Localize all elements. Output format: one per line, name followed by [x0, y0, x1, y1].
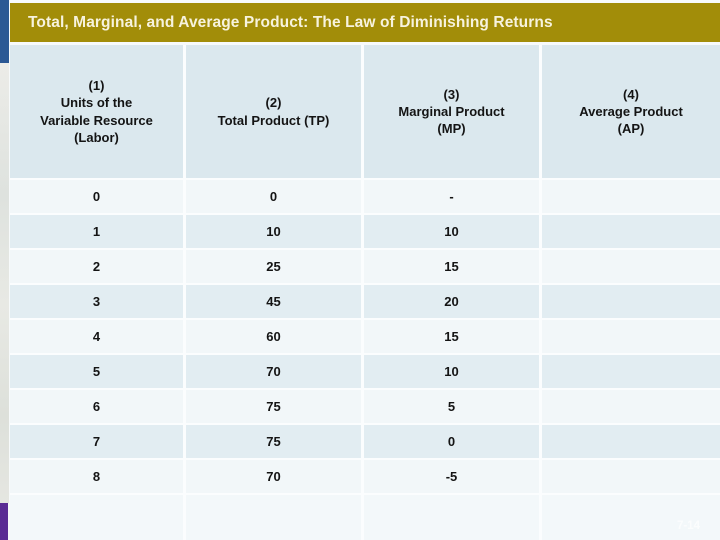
- cell-total-product: 0: [186, 180, 361, 213]
- cell-units: 6: [10, 390, 183, 423]
- cell-marginal-product: -: [364, 180, 539, 213]
- product-table: (1) Units of the Variable Resource (Labo…: [10, 45, 720, 540]
- left-margin-texture: [0, 63, 9, 503]
- cell-average-product: [542, 180, 720, 213]
- title-bar: Total, Marginal, and Average Product: Th…: [10, 3, 720, 42]
- column-header-marginal-product: (3) Marginal Product (MP): [364, 45, 539, 178]
- cell-marginal-product: 20: [364, 285, 539, 318]
- cell-units: 4: [10, 320, 183, 353]
- cell-marginal-product: 0: [364, 425, 539, 458]
- cell-units: 0: [10, 180, 183, 213]
- cell-total-product: 70: [186, 355, 361, 388]
- cell-average-product: [542, 250, 720, 283]
- left-accent-blue-bar: [0, 0, 9, 63]
- cell-empty: [542, 495, 720, 540]
- cell-average-product: [542, 460, 720, 493]
- cell-average-product: [542, 285, 720, 318]
- cell-total-product: 25: [186, 250, 361, 283]
- cell-marginal-product: 5: [364, 390, 539, 423]
- left-accent-purple-bar: [0, 503, 8, 540]
- cell-marginal-product: 10: [364, 355, 539, 388]
- cell-total-product: 45: [186, 285, 361, 318]
- cell-marginal-product: -5: [364, 460, 539, 493]
- page-number: 7-14: [676, 520, 700, 532]
- cell-average-product: [542, 215, 720, 248]
- cell-marginal-product: 10: [364, 215, 539, 248]
- cell-average-product: [542, 355, 720, 388]
- cell-units: 2: [10, 250, 183, 283]
- cell-empty: [364, 495, 539, 540]
- cell-units: 5: [10, 355, 183, 388]
- cell-empty: [186, 495, 361, 540]
- cell-total-product: 70: [186, 460, 361, 493]
- cell-total-product: 75: [186, 390, 361, 423]
- slide-title: Total, Marginal, and Average Product: Th…: [28, 13, 553, 31]
- column-header-average-product: (4) Average Product (AP): [542, 45, 720, 178]
- cell-average-product: [542, 390, 720, 423]
- column-header-total-product: (2) Total Product (TP): [186, 45, 361, 178]
- column-header-units: (1) Units of the Variable Resource (Labo…: [10, 45, 183, 178]
- cell-total-product: 10: [186, 215, 361, 248]
- cell-units: 8: [10, 460, 183, 493]
- cell-units: 1: [10, 215, 183, 248]
- cell-average-product: [542, 425, 720, 458]
- cell-marginal-product: 15: [364, 320, 539, 353]
- cell-total-product: 60: [186, 320, 361, 353]
- cell-total-product: 75: [186, 425, 361, 458]
- cell-empty: [10, 495, 183, 540]
- cell-units: 3: [10, 285, 183, 318]
- cell-average-product: [542, 320, 720, 353]
- cell-units: 7: [10, 425, 183, 458]
- cell-marginal-product: 15: [364, 250, 539, 283]
